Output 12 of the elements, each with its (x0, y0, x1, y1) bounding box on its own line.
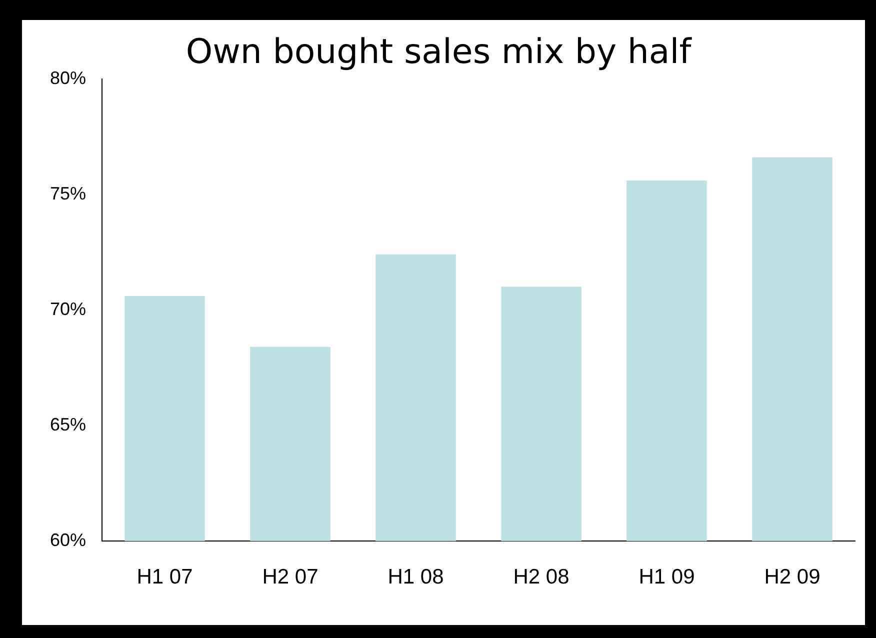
y-tick-label: 70% (50, 298, 86, 319)
y-tick-label: 65% (50, 414, 86, 434)
y-tick-label: 80% (50, 68, 86, 88)
y-tick-label: 60% (50, 530, 86, 550)
x-tick-label: H2 07 (262, 565, 318, 588)
chart-title: Own bought sales mix by half (186, 32, 692, 72)
y-tick-label: 75% (50, 183, 86, 204)
x-tick-label: H1 09 (638, 565, 695, 588)
x-tick-label: H1 08 (388, 565, 444, 588)
x-tick-label: H2 08 (513, 565, 570, 588)
x-tick-label: H1 07 (136, 565, 193, 588)
x-tick-label: H2 09 (764, 565, 820, 588)
